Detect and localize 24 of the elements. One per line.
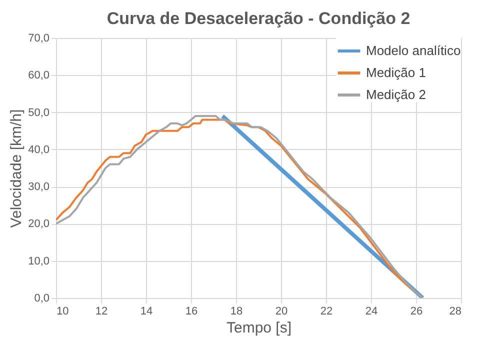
y-tick-label: 40,0 bbox=[28, 144, 50, 156]
x-tick-label: 12 bbox=[95, 306, 108, 318]
y-tick-label: 70,0 bbox=[28, 32, 50, 44]
x-tick-label: 18 bbox=[230, 306, 243, 318]
x-tick-label: 22 bbox=[320, 306, 333, 318]
x-tick-label: 24 bbox=[365, 306, 378, 318]
x-tick-label: 16 bbox=[185, 306, 198, 318]
legend-label: Medição 2 bbox=[366, 87, 426, 102]
x-tick-label: 20 bbox=[275, 306, 288, 318]
x-tick-label: 28 bbox=[449, 306, 462, 318]
x-tick-label: 14 bbox=[140, 306, 153, 318]
x-axis-title: Tempo [s] bbox=[226, 320, 292, 336]
y-tick-label: 0,0 bbox=[34, 292, 50, 304]
legend-label: Medição 1 bbox=[366, 65, 426, 80]
y-axis-title: Velocidade [km/h] bbox=[8, 109, 26, 228]
y-tick-label: 30,0 bbox=[28, 181, 50, 194]
legend-label: Modelo analítico bbox=[366, 43, 461, 58]
y-tick-label: 10,0 bbox=[28, 255, 50, 268]
x-tick-label: 10 bbox=[56, 306, 69, 318]
y-tick-label: 50,0 bbox=[28, 106, 50, 119]
chart-title: Curva de Desaceleração - Condição 2 bbox=[106, 9, 410, 28]
x-tick-label: 26 bbox=[410, 306, 423, 318]
y-tick-label: 20,0 bbox=[28, 218, 50, 230]
y-tick-label: 60,0 bbox=[28, 70, 50, 82]
